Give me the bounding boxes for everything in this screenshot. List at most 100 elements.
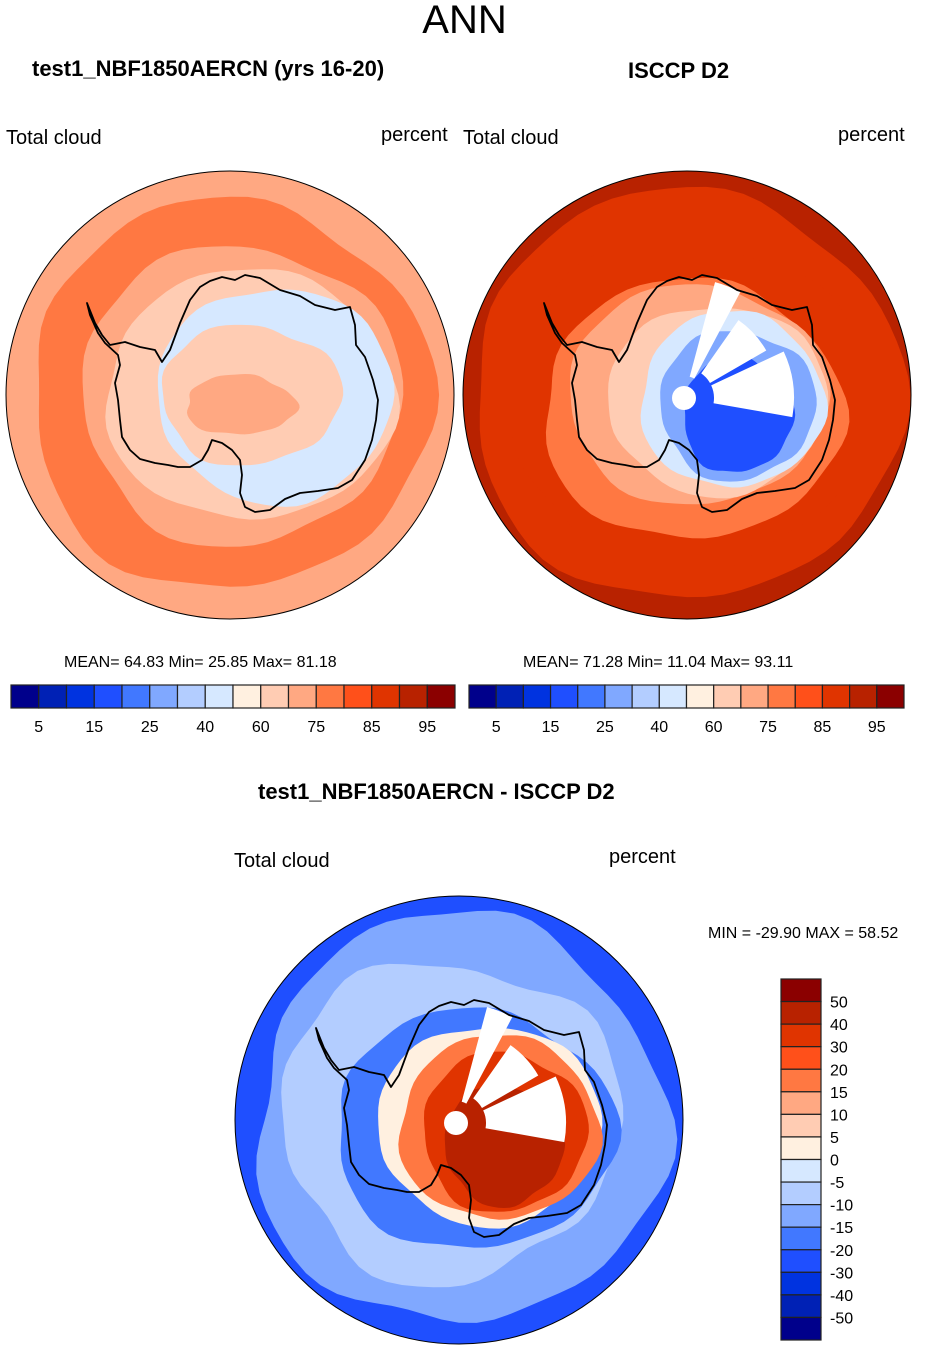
colorbar-box	[780, 1181, 822, 1206]
missing-data-wedge	[483, 1076, 566, 1143]
colorbar-tick-label: 40	[650, 719, 668, 736]
colorbar-box	[780, 1000, 822, 1025]
panel-3-title: test1_NBF1850AERCN - ISCCP D2	[258, 779, 615, 804]
colorbar-box	[549, 684, 579, 709]
colorbar-box	[371, 684, 401, 709]
colorbar-tick-label: -20	[830, 1243, 853, 1260]
colorbar-tick-label: 5	[830, 1130, 839, 1147]
colorbar-box	[204, 684, 234, 709]
colorbar-tick-label: 95	[868, 719, 886, 736]
colorbar-tick-label: 15	[85, 719, 103, 736]
colorbar-box	[780, 1068, 822, 1093]
colorbar-1: 5 15 25 40 60 75 85 95	[10, 684, 456, 736]
colorbar-box	[398, 684, 428, 709]
contour-fill	[235, 896, 683, 1344]
colorbar-tick-label: 85	[363, 719, 381, 736]
colorbar-box	[780, 1158, 822, 1183]
colorbar-box	[780, 1113, 822, 1138]
colorbar-tick-label: -40	[830, 1288, 853, 1305]
contour-fill	[6, 171, 454, 619]
colorbar-tick-label: 5	[34, 719, 43, 736]
colorbar-box	[468, 684, 497, 709]
colorbar-tick-label: 5	[492, 719, 501, 736]
colorbar-tick-label: 85	[814, 719, 832, 736]
pole-missing-data	[672, 386, 696, 410]
colorbar-tick-label: 60	[705, 719, 723, 736]
antarctica-coastline	[86, 274, 379, 513]
colorbar-box	[93, 684, 123, 709]
colorbar-box	[780, 1046, 822, 1070]
colorbar-box	[149, 684, 179, 709]
colorbar-box	[604, 684, 633, 709]
colorbar-box	[780, 1136, 822, 1161]
colorbar-box	[287, 684, 317, 709]
colorbar-tick-label: 60	[252, 719, 270, 736]
colorbar-box	[780, 1023, 822, 1048]
colorbar-box	[780, 1091, 822, 1115]
colorbar-tick-label: 15	[542, 719, 560, 736]
map-panel-3	[234, 895, 684, 1345]
colorbar-tick-label: 40	[196, 719, 214, 736]
map-boundary	[234, 895, 684, 1345]
colorbar-box	[780, 1316, 822, 1341]
colorbar-box	[176, 684, 206, 709]
colorbar-tick-label: -50	[830, 1310, 853, 1327]
colorbar-tick-label: 25	[141, 719, 159, 736]
colorbar-tick-label: -5	[830, 1175, 844, 1192]
colorbar-box	[260, 684, 290, 709]
colorbar-tick-label: 0	[830, 1153, 839, 1170]
colorbar-box	[631, 684, 660, 709]
contour-band	[187, 374, 300, 435]
pole-missing-data	[444, 1111, 468, 1135]
map-boundary	[462, 170, 912, 620]
colorbar-tick-label: 40	[830, 1017, 848, 1034]
colorbar-tick-label: 20	[830, 1062, 848, 1079]
colorbar-box	[876, 684, 905, 709]
panel-2-stats: MEAN= 71.28 Min= 11.04 Max= 93.11	[523, 654, 794, 671]
colorbar-tick-label: 50	[830, 995, 848, 1012]
missing-data-wedge	[473, 1045, 539, 1108]
colorbar-tick-label: 75	[307, 719, 325, 736]
colorbar-box	[232, 684, 262, 709]
missing-data-wedge	[461, 1007, 513, 1104]
colorbar-box	[794, 684, 824, 709]
colorbar-box	[522, 684, 552, 709]
colorbar-2: 5 15 25 40 60 75 85 95	[468, 684, 905, 736]
colorbar-box	[713, 684, 742, 709]
map-panel-2	[462, 170, 912, 620]
colorbar-box	[315, 684, 345, 709]
colorbar-box	[767, 684, 796, 709]
colorbar-tick-label: 30	[830, 1040, 848, 1057]
panel-2-title: ISCCP D2	[628, 58, 730, 83]
antarctica-coastline	[315, 999, 608, 1238]
map-boundary	[5, 170, 455, 620]
colorbar-box	[577, 684, 606, 709]
colorbar-tick-label: -30	[830, 1265, 853, 1282]
panel-3-stats: MIN = -29.90 MAX = 58.52	[708, 925, 899, 942]
colorbar-tick-label: 95	[418, 719, 436, 736]
colorbar-box	[10, 684, 40, 709]
colorbar-box	[38, 684, 68, 709]
colorbar-box	[780, 1271, 822, 1296]
colorbar-box	[821, 684, 851, 709]
panel-1-variable-label: Total cloud	[6, 127, 102, 149]
panel-3-units-label: percent	[609, 846, 676, 868]
missing-data-wedge	[701, 320, 767, 383]
panel-2-units-label: percent	[838, 124, 905, 146]
contour-fill	[463, 171, 911, 619]
colorbar-tick-label: 75	[759, 719, 777, 736]
figure-title: ANN	[422, 0, 507, 42]
colorbar-box	[849, 684, 878, 709]
panel-1-title: test1_NBF1850AERCN (yrs 16-20)	[32, 56, 385, 81]
colorbar-tick-label: 25	[596, 719, 614, 736]
colorbar-box	[685, 684, 715, 709]
panel-3-variable-label: Total cloud	[234, 850, 330, 872]
missing-data-wedge	[689, 282, 741, 379]
colorbar-box	[495, 684, 524, 709]
colorbar-tick-label: -10	[830, 1198, 853, 1215]
colorbar-box	[343, 684, 373, 709]
colorbar-box	[780, 1294, 822, 1319]
panel-1-stats: MEAN= 64.83 Min= 25.85 Max= 81.18	[64, 654, 337, 671]
